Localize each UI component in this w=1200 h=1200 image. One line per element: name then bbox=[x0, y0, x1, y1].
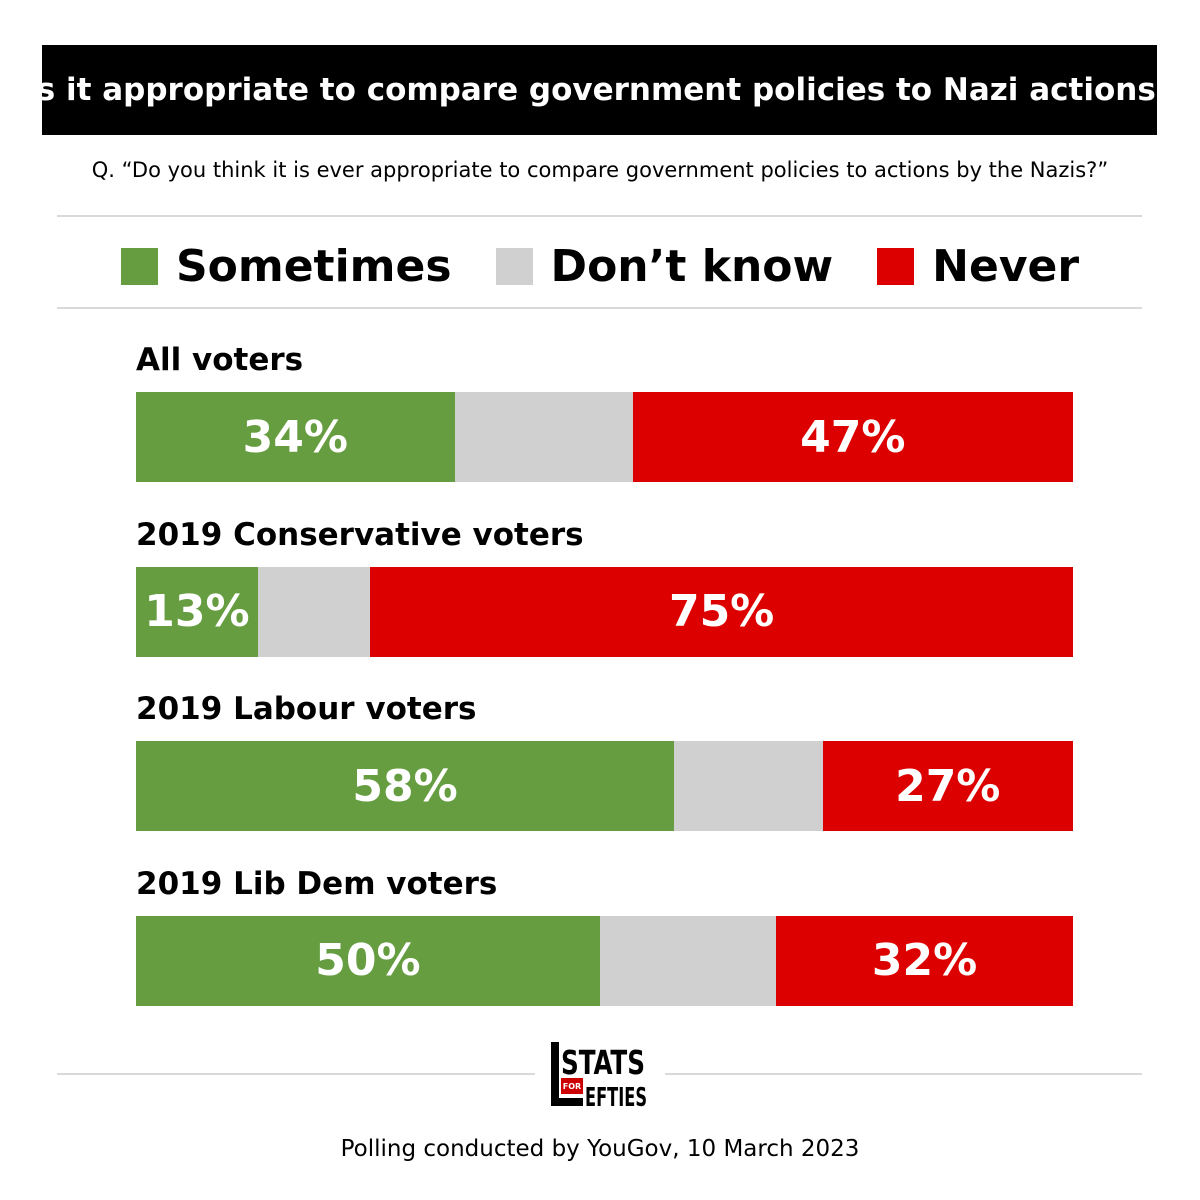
bar-row: 13% 75% bbox=[136, 566, 1073, 657]
legend-label-dont-know: Don’t know bbox=[550, 240, 834, 292]
bar-segment-dont-know bbox=[674, 741, 823, 831]
bar-segment-sometimes: 58% bbox=[136, 741, 675, 831]
stats-for-lefties-logo: STATS FOR EFTIES bbox=[551, 1042, 647, 1112]
bar-row: 50% 32% bbox=[136, 915, 1073, 1006]
bar-segment-dont-know bbox=[257, 566, 371, 657]
bar-segment-sometimes: 50% bbox=[136, 915, 600, 1006]
survey-question: Q. “Do you think it is ever appropriate … bbox=[91, 158, 1109, 182]
bar-value-label: 58% bbox=[352, 760, 458, 812]
bar-segment-sometimes: 34% bbox=[136, 392, 455, 482]
legend-label-sometimes: Sometimes bbox=[175, 240, 452, 292]
bar-row: 34% 47% bbox=[136, 392, 1073, 482]
legend: Sometimes Don’t know Never bbox=[0, 236, 1200, 296]
divider-legend bbox=[57, 307, 1142, 309]
legend-item-sometimes: Sometimes bbox=[120, 240, 452, 292]
legend-swatch-never bbox=[877, 247, 915, 285]
logo-text-efties: EFTIES bbox=[585, 1083, 647, 1112]
legend-item-dont-know: Don’t know bbox=[495, 240, 834, 292]
title-banner: Is it appropriate to compare government … bbox=[25, 45, 1174, 135]
bar-value-label: 75% bbox=[668, 586, 775, 637]
footer-divider-left bbox=[57, 1073, 535, 1075]
legend-swatch-dont-know bbox=[495, 247, 533, 285]
group-label: All voters bbox=[136, 342, 304, 378]
bar-row: 58% 27% bbox=[136, 741, 1073, 831]
bar-value-label: 34% bbox=[242, 411, 348, 463]
bar-segment-never: 32% bbox=[776, 915, 1073, 1006]
legend-label-never: Never bbox=[932, 240, 1080, 292]
bar-segment-dont-know bbox=[454, 392, 633, 482]
bar-value-label: 32% bbox=[871, 935, 978, 986]
logo-text-stats: STATS bbox=[561, 1043, 645, 1082]
logo-text-for: FOR bbox=[563, 1082, 581, 1091]
bar-segment-never: 27% bbox=[822, 741, 1073, 831]
bar-value-label: 47% bbox=[800, 411, 906, 463]
bar-value-label: 27% bbox=[895, 760, 1001, 812]
bar-value-label: 50% bbox=[315, 935, 421, 986]
group-label: 2019 Conservative voters bbox=[136, 516, 584, 553]
bar-segment-sometimes: 13% bbox=[136, 566, 258, 657]
bar-segment-dont-know bbox=[599, 915, 777, 1006]
bar-segment-never: 75% bbox=[370, 566, 1073, 657]
bar-segment-never: 47% bbox=[632, 392, 1073, 482]
group-label: 2019 Labour voters bbox=[136, 691, 477, 727]
footer-divider-right bbox=[665, 1073, 1142, 1075]
bar-value-label: 13% bbox=[144, 586, 250, 637]
chart-title: Is it appropriate to compare government … bbox=[25, 72, 1174, 108]
legend-swatch-sometimes bbox=[120, 247, 158, 285]
divider-top bbox=[57, 215, 1142, 217]
source-note: Polling conducted by YouGov, 10 March 20… bbox=[340, 1136, 860, 1162]
group-label: 2019 Lib Dem voters bbox=[136, 865, 498, 902]
legend-item-never: Never bbox=[877, 241, 1079, 292]
